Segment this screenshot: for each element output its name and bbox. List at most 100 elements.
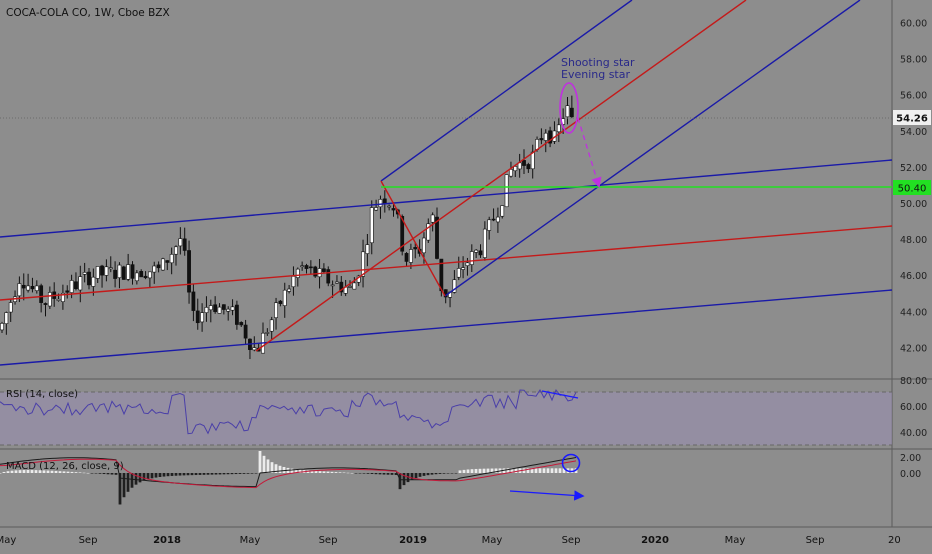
macd-hist-bar bbox=[486, 468, 490, 473]
macd-hist-bar bbox=[510, 468, 514, 473]
chart-title: COCA-COLA CO, 1W, Cboe BZX bbox=[6, 7, 170, 19]
price-tick-label: 54.00 bbox=[900, 127, 927, 138]
macd-hist-bar bbox=[398, 473, 402, 490]
rsi-line bbox=[0, 388, 577, 435]
macd-hist-bar bbox=[174, 473, 178, 476]
macd-hist-bar bbox=[426, 473, 430, 476]
rsi-tick-40: 40.00 bbox=[900, 428, 927, 439]
macd-hist-bar bbox=[214, 473, 218, 475]
macd-hist-bar bbox=[238, 473, 242, 474]
macd-hist-bar bbox=[442, 473, 446, 474]
macd-hist-bar bbox=[50, 470, 54, 473]
macd-hist-bar bbox=[418, 473, 422, 477]
candle-body bbox=[239, 322, 244, 326]
candle-body bbox=[504, 174, 509, 208]
candle-body bbox=[382, 198, 387, 204]
macd-hist-bar bbox=[42, 470, 46, 473]
macd-hist-bar bbox=[522, 468, 526, 473]
macd-hist-bar bbox=[150, 473, 154, 479]
macd-hist-bar bbox=[146, 473, 150, 480]
macd-tick-0: 0.00 bbox=[900, 469, 921, 480]
candle-body bbox=[39, 285, 44, 303]
macd-hist-bar bbox=[234, 473, 238, 475]
macd-hist-bar bbox=[46, 470, 50, 473]
macd-hist-bar bbox=[514, 468, 518, 473]
candle-body bbox=[143, 275, 148, 279]
macd-hist-bar bbox=[390, 473, 394, 475]
macd-hist-bar bbox=[254, 473, 258, 474]
macd-hist-bar bbox=[78, 472, 82, 473]
macd-hist-bar bbox=[410, 473, 414, 480]
macd-signal-line bbox=[0, 458, 577, 489]
x-tick-label: May bbox=[0, 535, 16, 546]
candle-body bbox=[435, 216, 439, 259]
price-tick-label: 48.00 bbox=[900, 235, 927, 246]
macd-hist-bar bbox=[290, 468, 294, 473]
candle-body bbox=[365, 244, 370, 254]
rsi-tick-80: 80.00 bbox=[900, 376, 927, 387]
candle-body bbox=[452, 279, 457, 293]
candle-body bbox=[165, 260, 170, 263]
macd-hist-bar bbox=[322, 471, 326, 473]
macd-hist-bar bbox=[106, 473, 110, 475]
candle-body bbox=[217, 306, 222, 314]
candle-body bbox=[569, 107, 574, 118]
macd-hist-bar bbox=[374, 473, 378, 475]
candle-body bbox=[60, 292, 65, 302]
macd-hist-bar bbox=[478, 468, 482, 473]
candle-body bbox=[456, 268, 461, 278]
macd-hist-bar bbox=[34, 470, 38, 473]
macd-hist-bar bbox=[154, 473, 158, 478]
candle-body bbox=[74, 281, 78, 290]
macd-hist-bar bbox=[422, 473, 426, 476]
projection-arrow bbox=[577, 117, 602, 188]
macd-hist-bar bbox=[414, 473, 418, 479]
macd-hist-bar bbox=[58, 471, 62, 473]
macd-hist-bar bbox=[230, 473, 234, 475]
candle-body bbox=[82, 272, 87, 275]
candle-body bbox=[404, 253, 409, 262]
macd-hist-bar bbox=[190, 473, 194, 476]
macd-hist-bar bbox=[294, 469, 298, 473]
candle-body bbox=[139, 271, 144, 278]
macd-hist-bar bbox=[382, 473, 386, 475]
candle-body bbox=[478, 250, 483, 256]
x-tick-label: 2020 bbox=[641, 535, 669, 546]
macd-hist-bar bbox=[338, 472, 342, 473]
x-tick-label: 20 bbox=[888, 535, 901, 546]
candle-body bbox=[121, 266, 126, 280]
candle-body bbox=[95, 266, 100, 279]
macd-hist-bar bbox=[342, 472, 346, 474]
macd-hist-bar bbox=[134, 473, 138, 485]
x-tick-label: Sep bbox=[79, 535, 98, 546]
macd-hist-bar bbox=[550, 468, 554, 473]
macd-hist-bar bbox=[330, 471, 334, 473]
macd-hist-bar bbox=[370, 473, 374, 474]
annotation-evening-star: Evening star bbox=[561, 68, 630, 81]
macd-hist-bar bbox=[126, 473, 130, 492]
macd-hist-bar bbox=[558, 468, 562, 473]
candle-body bbox=[408, 249, 413, 263]
macd-hist-bar bbox=[546, 468, 550, 473]
macd-hist-bar bbox=[298, 469, 302, 473]
price-tick-label: 58.00 bbox=[900, 55, 927, 66]
x-tick-label: 2019 bbox=[399, 535, 427, 546]
candle-body bbox=[326, 269, 331, 284]
macd-hist-bar bbox=[226, 473, 230, 475]
candle-body bbox=[43, 303, 48, 305]
candle-body bbox=[178, 238, 183, 247]
macd-hist-bar bbox=[222, 473, 226, 475]
macd-hist-bar bbox=[526, 468, 530, 473]
macd-hist-bar bbox=[54, 470, 58, 473]
macd-hist-bar bbox=[194, 473, 198, 476]
price-panel-bg bbox=[0, 0, 892, 378]
macd-hist-bar bbox=[354, 473, 358, 474]
candle-body bbox=[339, 281, 344, 293]
macd-hist-bar bbox=[494, 468, 498, 473]
y-axis-bg bbox=[892, 0, 932, 550]
candle-body bbox=[8, 302, 13, 313]
macd-hist-bar bbox=[270, 462, 274, 473]
candle-body bbox=[130, 264, 135, 279]
